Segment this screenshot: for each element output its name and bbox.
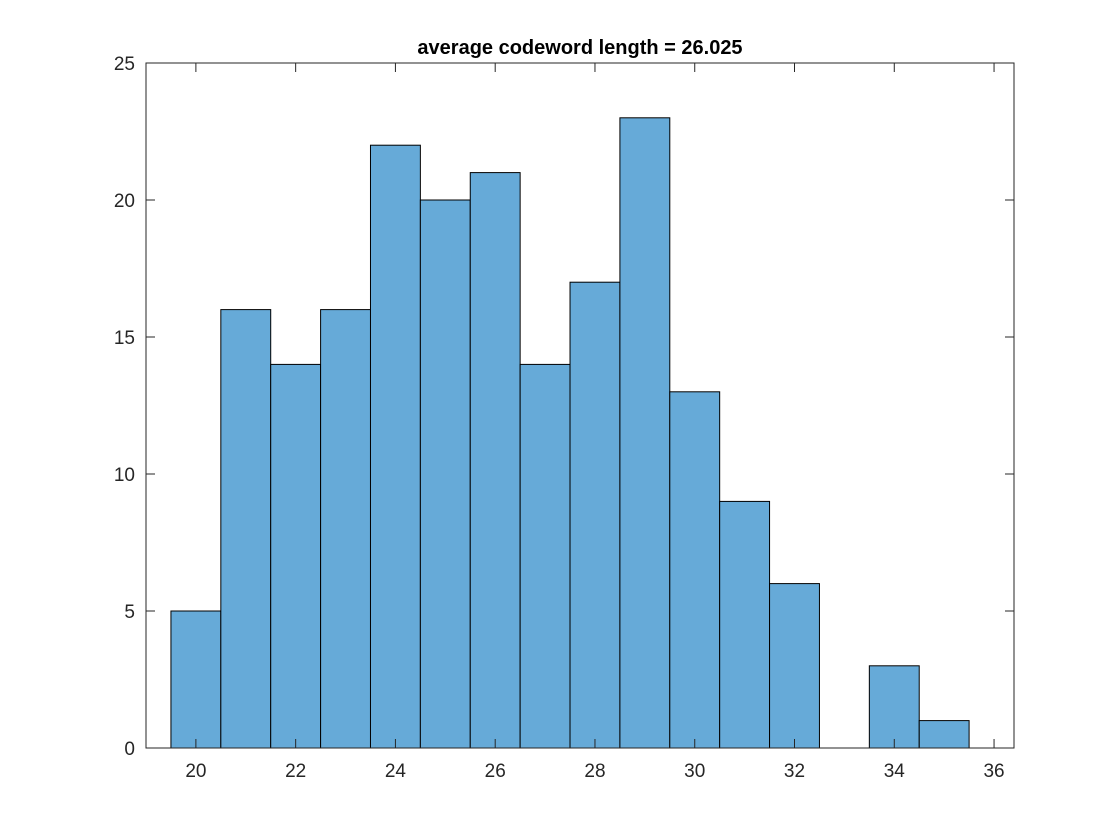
x-tick-label: 28 xyxy=(584,761,605,782)
histogram-bar xyxy=(569,281,621,749)
x-tick-label: 22 xyxy=(285,761,306,782)
histogram-bar xyxy=(619,117,671,749)
histogram-bar xyxy=(270,363,322,749)
histogram-bar xyxy=(220,309,272,749)
x-tick-label: 20 xyxy=(185,761,206,782)
x-tick-label: 30 xyxy=(684,761,705,782)
histogram-bar xyxy=(519,363,571,749)
axes: 20 22 24 26 28 30 32 34 36 0 5 10 15 20 25 xyxy=(114,54,1015,782)
histogram-bar xyxy=(469,172,521,749)
histogram-bar xyxy=(719,500,771,749)
y-tick-label: 0 xyxy=(124,739,135,760)
histogram-bar xyxy=(320,309,371,749)
y-tick-label: 15 xyxy=(114,328,135,349)
histogram-bar xyxy=(669,391,721,749)
y-tick-label: 25 xyxy=(114,54,135,75)
x-tick-label: 34 xyxy=(884,761,906,782)
y-tick-label: 10 xyxy=(114,465,135,486)
y-tick-label: 20 xyxy=(114,191,135,212)
chart-title: average codeword length = 26.025 xyxy=(417,37,742,59)
histogram-bar xyxy=(918,720,970,749)
histogram-bar xyxy=(769,583,820,749)
y-tick-label: 5 xyxy=(124,602,135,623)
x-tick-label: 26 xyxy=(485,761,506,782)
histogram-bar xyxy=(369,144,421,749)
x-tick-label: 24 xyxy=(385,761,407,782)
x-tick-label: 36 xyxy=(983,761,1004,782)
histogram-bar xyxy=(170,610,222,749)
histogram-bar xyxy=(419,199,471,749)
histogram-bars xyxy=(170,117,970,749)
x-tick-label: 32 xyxy=(784,761,805,782)
plot-box xyxy=(145,62,1015,749)
histogram-bar xyxy=(868,665,920,749)
